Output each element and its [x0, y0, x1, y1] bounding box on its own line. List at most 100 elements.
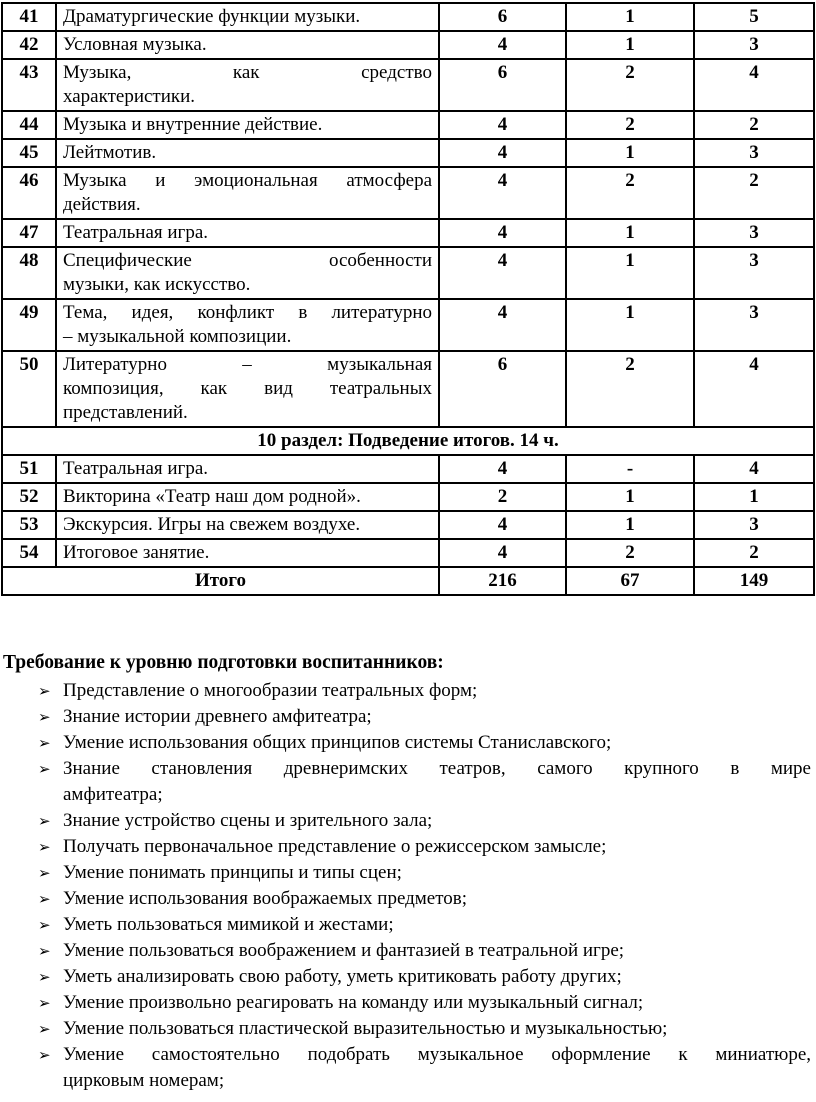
list-item-text: Умение самостоятельно подобрать музыкаль… — [63, 1044, 811, 1091]
total-hours-cell: 4 — [438, 246, 567, 300]
total-hours-cell: 6 — [438, 58, 567, 112]
table-row: 42 Условная музыка. 4 1 3 — [1, 30, 815, 60]
topic-cell: Музыка и эмоциональная атмосфера действия… — [55, 166, 440, 220]
row-number: 45 — [1, 138, 57, 168]
arrow-bullet-icon: ➢ — [38, 838, 51, 856]
table-row: 43 Музыка, как средство характеристики. 6… — [1, 58, 815, 112]
list-item-text: Умение пользоваться воображением и фанта… — [63, 940, 625, 961]
practice-hours-cell: 2 — [693, 538, 815, 568]
arrow-bullet-icon: ➢ — [38, 760, 51, 778]
row-number: 42 — [1, 30, 57, 60]
list-item-text: Знание устройство сцены и зрительного за… — [63, 810, 433, 831]
arrow-bullet-icon: ➢ — [38, 682, 51, 700]
list-item: ➢ Умение использования общих принципов с… — [1, 730, 816, 756]
topic-cell: Экскурсия. Игры на свежем воздухе. — [55, 510, 440, 540]
practice-hours-cell: 2 — [693, 110, 815, 140]
arrow-bullet-icon: ➢ — [38, 968, 51, 986]
table-row: 45 Лейтмотив. 4 1 3 — [1, 138, 815, 168]
section-header-row: 10 раздел: Подведение итогов. 14 ч. — [1, 426, 815, 456]
list-item-text: Уметь анализировать свою работу, уметь к… — [63, 966, 622, 987]
theory-hours-cell: 2 — [565, 110, 695, 140]
topic-cell: Театральная игра. — [55, 218, 440, 248]
theory-hours-cell: 2 — [565, 58, 695, 112]
total-hours-cell: 4 — [438, 298, 567, 352]
list-item: ➢ Знание становления древнеримских театр… — [1, 756, 816, 808]
row-number: 53 — [1, 510, 57, 540]
section-title: 10 раздел: Подведение итогов. 14 ч. — [1, 426, 815, 456]
topic-cell: Литературно – музыкальная композиция, как… — [55, 350, 440, 428]
topic-cell: Драматургические функции музыки. — [55, 2, 440, 32]
row-number: 43 — [1, 58, 57, 112]
arrow-bullet-icon: ➢ — [38, 734, 51, 752]
table-row: 49 Тема, идея, конфликт в литературно – м… — [1, 298, 815, 352]
list-item: ➢ Знание истории древнего амфитеатра; — [1, 704, 816, 730]
list-item-text: Умение использования общих принципов сис… — [63, 732, 612, 753]
total-hours-cell: 4 — [438, 138, 567, 168]
list-item-text: Уметь пользоваться мимикой и жестами; — [63, 914, 394, 935]
row-number: 49 — [1, 298, 57, 352]
table-row: 47 Театральная игра. 4 1 3 — [1, 218, 815, 248]
list-item-text: Представление о многообразии театральных… — [63, 680, 478, 701]
table-row: 46 Музыка и эмоциональная атмосфера дейст… — [1, 166, 815, 220]
practice-hours-cell: 3 — [693, 246, 815, 300]
list-item: ➢ Умение пользоваться пластической выраз… — [1, 1016, 816, 1042]
total-hours-cell: 2 — [438, 482, 567, 512]
topic-cell: Музыка и внутренние действие. — [55, 110, 440, 140]
total-hours-cell: 4 — [438, 454, 567, 484]
total-hours-cell: 4 — [438, 218, 567, 248]
list-item-text: Умение произвольно реагировать на команд… — [63, 992, 644, 1013]
table-row: 50 Литературно – музыкальная композиция, … — [1, 350, 815, 428]
list-item: ➢ Умение самостоятельно подобрать музыка… — [1, 1042, 816, 1094]
requirements-section: Требование к уровню подготовки воспитанн… — [1, 649, 816, 1094]
theory-hours-cell: 1 — [565, 138, 695, 168]
practice-hours-cell: 3 — [693, 218, 815, 248]
practice-hours-cell: 2 — [693, 166, 815, 220]
list-item: ➢ Уметь анализировать свою работу, уметь… — [1, 964, 816, 990]
row-number: 44 — [1, 110, 57, 140]
list-item: ➢ Умение понимать принципы и типы сцен; — [1, 860, 816, 886]
list-item-text: Умение пользоваться пластической выразит… — [63, 1018, 668, 1039]
practice-hours-cell: 3 — [693, 30, 815, 60]
theory-hours-cell: 2 — [565, 166, 695, 220]
theory-hours-cell: 1 — [565, 218, 695, 248]
theory-hours-cell: 1 — [565, 30, 695, 60]
list-item-text: Получать первоначальное представление о … — [63, 836, 607, 857]
totals-label: Итого — [1, 566, 440, 596]
arrow-bullet-icon: ➢ — [38, 1020, 51, 1038]
practice-hours-cell: 5 — [693, 2, 815, 32]
total-hours-cell: 4 — [438, 110, 567, 140]
arrow-bullet-icon: ➢ — [38, 942, 51, 960]
practice-hours-cell: 3 — [693, 510, 815, 540]
list-item-text: Умение понимать принципы и типы сцен; — [63, 862, 402, 883]
theory-hours-cell: 2 — [565, 538, 695, 568]
list-item: ➢ Знание устройство сцены и зрительного … — [1, 808, 816, 834]
theory-hours-cell: - — [565, 454, 695, 484]
row-number: 50 — [1, 350, 57, 428]
row-number: 52 — [1, 482, 57, 512]
practice-hours-cell: 1 — [693, 482, 815, 512]
table-row: 52 Викторина «Театр наш дом родной». 2 1… — [1, 482, 815, 512]
arrow-bullet-icon: ➢ — [38, 1046, 51, 1064]
topic-cell: Итоговое занятие. — [55, 538, 440, 568]
topic-cell: Специфические особенности музыки, как иск… — [55, 246, 440, 300]
arrow-bullet-icon: ➢ — [38, 994, 51, 1012]
theory-hours-cell: 2 — [565, 350, 695, 428]
practice-hours-cell: 3 — [693, 138, 815, 168]
total-hours-cell: 4 — [438, 538, 567, 568]
table-row: 48 Специфические особенности музыки, как … — [1, 246, 815, 300]
table-row: 53 Экскурсия. Игры на свежем воздухе. 4 … — [1, 510, 815, 540]
theory-hours-cell: 1 — [565, 298, 695, 352]
list-item-text: Знание истории древнего амфитеатра; — [63, 706, 372, 727]
practice-hours-cell: 4 — [693, 350, 815, 428]
topic-cell: Условная музыка. — [55, 30, 440, 60]
table-row: 54 Итоговое занятие. 4 2 2 — [1, 538, 815, 568]
list-item: ➢ Уметь пользоваться мимикой и жестами; — [1, 912, 816, 938]
table-row: 41 Драматургические функции музыки. 6 1 … — [1, 2, 815, 32]
grand-practice-hours: 149 — [693, 566, 815, 596]
arrow-bullet-icon: ➢ — [38, 864, 51, 882]
table-row: 51 Театральная игра. 4 - 4 — [1, 454, 815, 484]
arrow-bullet-icon: ➢ — [38, 708, 51, 726]
theory-hours-cell: 1 — [565, 482, 695, 512]
grand-total-hours: 216 — [438, 566, 567, 596]
